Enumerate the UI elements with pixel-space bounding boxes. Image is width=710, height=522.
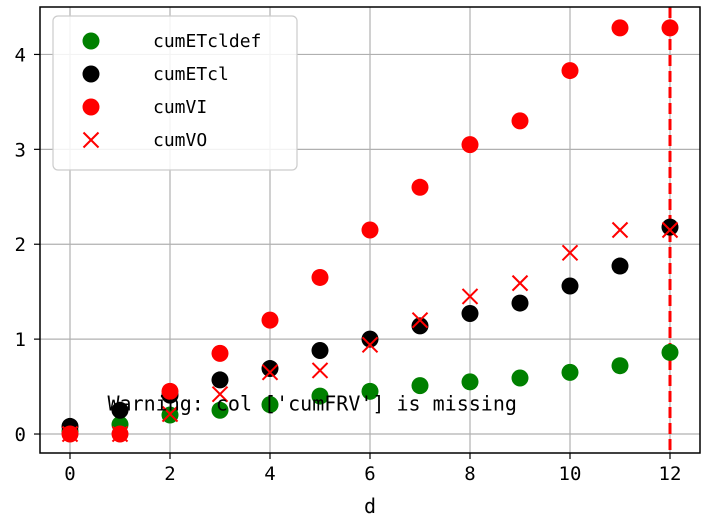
data-point (611, 221, 629, 239)
legend-label: cumVI (153, 97, 207, 118)
x-tick-label: 12 (659, 463, 682, 485)
data-point (611, 257, 629, 275)
data-point (61, 425, 79, 443)
warning-annotation: Warning: col ['cumFRV'] is missing (108, 392, 517, 416)
x-tick-label: 4 (264, 463, 275, 485)
data-point (461, 136, 479, 154)
legend-marker (82, 65, 100, 83)
data-point (211, 371, 229, 389)
data-point (661, 343, 679, 361)
data-point (411, 317, 429, 335)
data-point (261, 364, 279, 381)
data-point (361, 221, 379, 239)
legend-label: cumETcldef (153, 31, 261, 52)
data-point (161, 382, 179, 400)
x-tick-label: 8 (464, 463, 475, 485)
data-point (261, 311, 279, 329)
y-tick-label: 0 (15, 424, 26, 446)
y-tick-label: 2 (15, 234, 26, 256)
data-point (311, 342, 329, 360)
legend-marker (82, 98, 100, 116)
data-point (561, 62, 579, 80)
data-point (361, 382, 379, 400)
data-point (161, 405, 179, 423)
legend: cumETcldef cumETcl cumVI cumVO (52, 15, 298, 171)
data-point (661, 218, 679, 236)
x-tick-label: 6 (364, 463, 375, 485)
legend-marker (82, 131, 100, 149)
x-tick-label: 10 (559, 463, 582, 485)
data-point (511, 369, 529, 387)
data-point (111, 401, 129, 419)
x-tick-label: 2 (164, 463, 175, 485)
y-tick-label: 3 (15, 139, 26, 161)
x-tick-label: 0 (64, 463, 75, 485)
data-point (411, 311, 429, 329)
data-point (211, 344, 229, 362)
data-point (461, 373, 479, 391)
data-point (211, 401, 229, 419)
data-point (611, 357, 629, 375)
data-point (361, 330, 379, 348)
legend-marker (82, 32, 100, 50)
data-point (311, 362, 329, 379)
legend-label: cumVO (153, 130, 207, 151)
data-point (661, 221, 679, 239)
y-tick-label: 1 (15, 329, 26, 351)
data-point (411, 377, 429, 395)
data-point (461, 305, 479, 323)
legend-box (52, 15, 298, 171)
data-point (611, 19, 629, 37)
data-marks (61, 19, 679, 443)
data-point (311, 268, 329, 286)
data-point (561, 277, 579, 295)
data-point (561, 244, 579, 261)
data-point (661, 19, 679, 37)
data-point (361, 336, 379, 354)
data-point (411, 178, 429, 196)
data-point (111, 425, 129, 443)
data-point (511, 274, 529, 292)
legend-label: cumETcl (153, 64, 229, 85)
data-point (561, 363, 579, 381)
y-tick-label: 4 (15, 44, 26, 66)
data-point (261, 360, 279, 378)
data-point (511, 112, 529, 130)
x-axis-label: d (364, 494, 376, 518)
data-point (461, 288, 479, 305)
series-cumVO (61, 221, 679, 443)
data-point (261, 396, 279, 414)
data-point (211, 385, 229, 403)
data-point (311, 387, 329, 405)
data-point (511, 294, 529, 312)
